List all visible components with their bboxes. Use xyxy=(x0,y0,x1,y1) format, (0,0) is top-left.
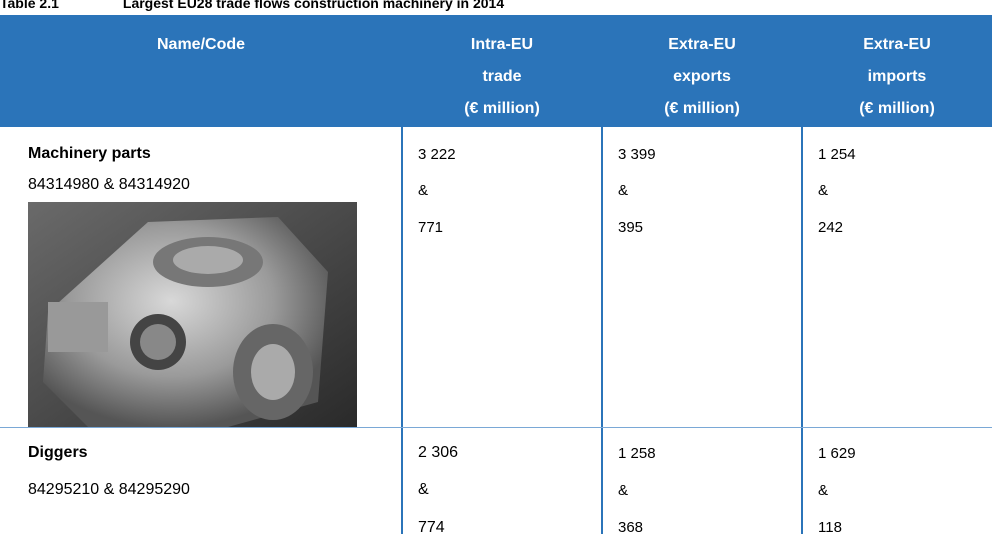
cell-value: 3 222 xyxy=(418,146,456,163)
table-header: Name/Code Intra-EU trade (€ million) Ext… xyxy=(0,15,992,127)
cell-value: & xyxy=(618,482,628,499)
header-text: (€ million) xyxy=(602,93,802,125)
row-name: Diggers xyxy=(28,444,88,462)
cell-value: & xyxy=(418,182,428,199)
cell-value: 395 xyxy=(618,219,643,236)
cell-value: & xyxy=(618,182,628,199)
header-text: (€ million) xyxy=(802,93,992,125)
header-cell: Name/Code xyxy=(0,29,402,61)
header-cell: Extra-EU imports (€ million) xyxy=(802,29,992,125)
column-border xyxy=(401,127,403,534)
header-cell: Intra-EU trade (€ million) xyxy=(402,29,602,125)
column-border xyxy=(801,127,803,534)
cell-value: 1 258 xyxy=(618,445,656,462)
row-name: Machinery parts xyxy=(28,145,151,163)
caption-text: Largest EU28 trade flows construction ma… xyxy=(123,0,504,11)
column-border xyxy=(601,127,603,534)
header-cell: Extra-EU exports (€ million) xyxy=(602,29,802,125)
header-text: Intra-EU xyxy=(402,29,602,61)
cell-value: 774 xyxy=(418,519,445,537)
photo xyxy=(28,202,357,427)
cell-value: 118 xyxy=(818,519,842,536)
caption-number: Table 2.1 xyxy=(0,0,59,11)
header-text: (€ million) xyxy=(402,93,602,125)
cell-value: & xyxy=(418,481,429,499)
header-text: Extra-EU xyxy=(602,29,802,61)
page: Table 2.1 Largest EU28 trade flows constr… xyxy=(0,0,992,534)
cell-value: & xyxy=(818,482,828,499)
cell-value: 368 xyxy=(618,519,643,536)
header-text: imports xyxy=(802,61,992,93)
cell-value: 771 xyxy=(418,219,443,236)
cell-value: 2 306 xyxy=(418,444,458,462)
header-text: trade xyxy=(402,61,602,93)
cell-value: & xyxy=(818,182,828,199)
row-code: 84314980 & 84314920 xyxy=(28,176,190,194)
cell-value: 1 629 xyxy=(818,445,856,462)
table-caption: Table 2.1 Largest EU28 trade flows constr… xyxy=(0,0,504,11)
header-text: exports xyxy=(602,61,802,93)
row-code: 84295210 & 84295290 xyxy=(28,481,190,499)
header-text: Name/Code xyxy=(0,29,402,61)
cell-value: 242 xyxy=(818,219,843,236)
cell-value: 1 254 xyxy=(818,146,856,163)
row-border xyxy=(0,427,992,428)
header-text: Extra-EU xyxy=(802,29,992,61)
cell-value: 3 399 xyxy=(618,146,656,163)
